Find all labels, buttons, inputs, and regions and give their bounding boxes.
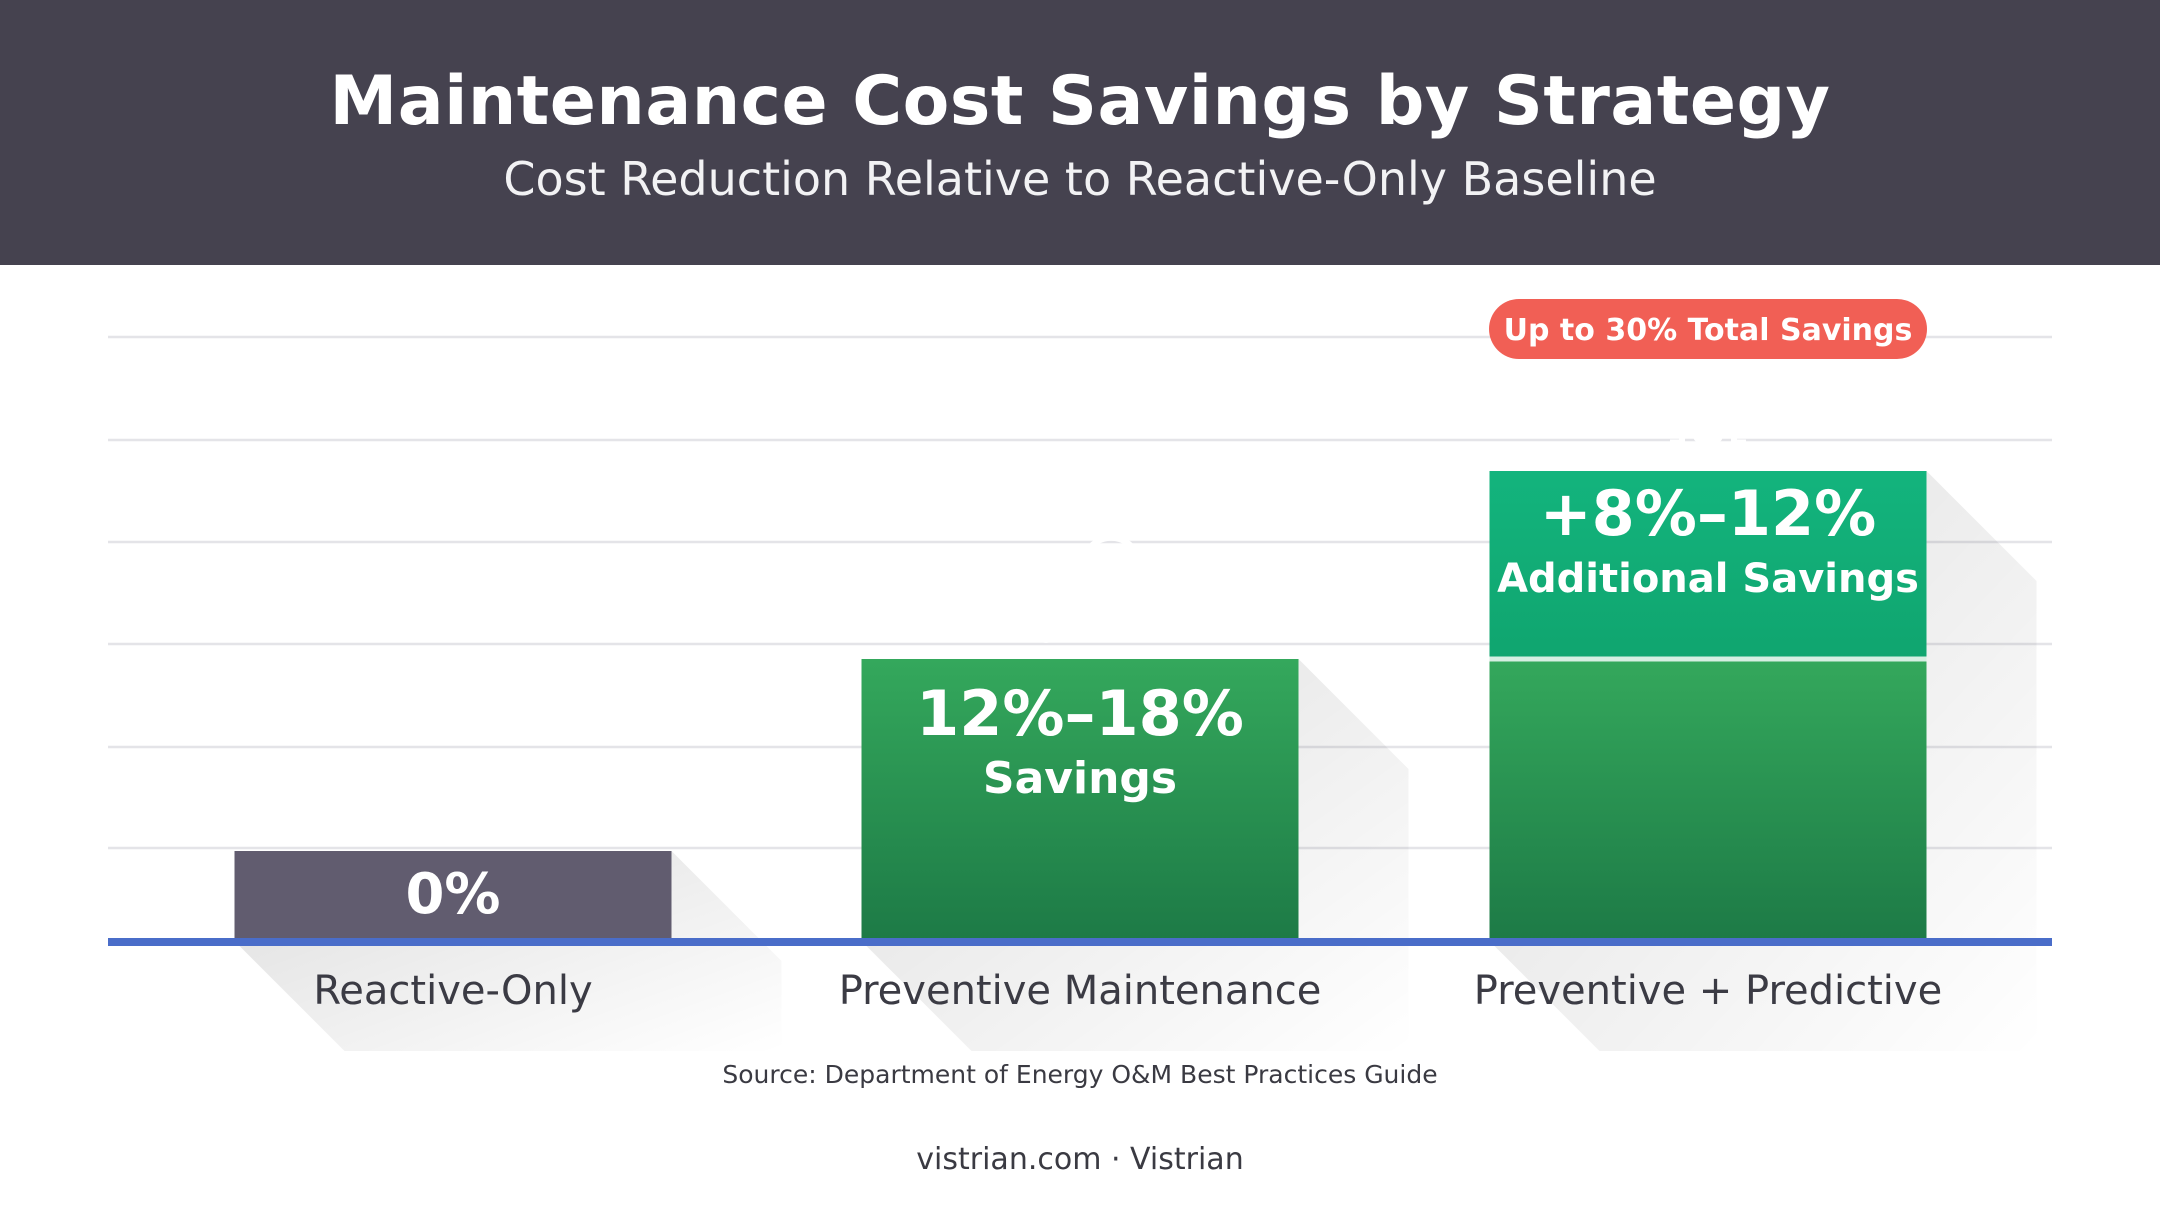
category-label: Reactive-Only (313, 968, 592, 1014)
footer-credit: vistrian.com · Vistrian (916, 1142, 1244, 1177)
chart-title: Maintenance Cost Savings by Strategy (329, 62, 1831, 141)
bar-segment-predictive (1489, 471, 1927, 659)
bar-chart: Reactive-Only Preventive Maintenance Preve… (108, 299, 2052, 1051)
chart-header: Maintenance Cost Savings by Strategy Cos… (0, 0, 2160, 265)
bar-preventive-maintenance (861, 659, 1299, 941)
wrench-icon (1034, 534, 1143, 643)
chip-icon (1670, 390, 1746, 466)
bar-value-label: 12%–18% (916, 677, 1244, 750)
bar-value-label: +8%–12% (1540, 477, 1877, 550)
bar-reactive-only (234, 851, 672, 941)
category-label: Preventive Maintenance (839, 968, 1322, 1014)
bar-preventive-predictive (1489, 659, 1927, 941)
source-note: Source: Department of Energy O&M Best Pr… (722, 1060, 1438, 1089)
total-savings-callout: Up to 30% Total Savings (1489, 299, 1927, 359)
callout-label: Up to 30% Total Savings (1504, 313, 1913, 348)
bar-text-label: Savings (983, 753, 1177, 804)
category-label: Preventive + Predictive (1474, 968, 1942, 1014)
bar-text-label: Additional Savings (1497, 556, 1919, 602)
bar-value-label: 0% (405, 862, 500, 927)
x-axis-line (108, 938, 2052, 946)
chart-subtitle: Cost Reduction Relative to Reactive-Only… (503, 152, 1657, 206)
